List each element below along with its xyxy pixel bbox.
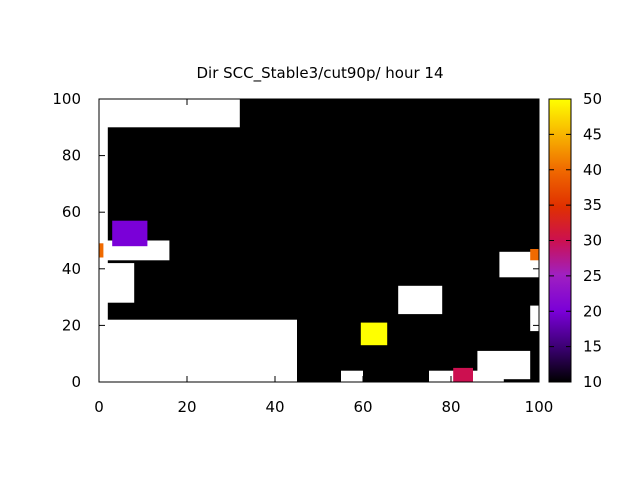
no-data-region [103, 263, 135, 303]
y-tick-label: 100 [52, 90, 81, 108]
heatmap-cells [99, 99, 539, 382]
value-region [99, 243, 104, 258]
y-tick-label: 20 [62, 316, 81, 334]
value-region [360, 322, 388, 346]
colorbar-tick-label: 10 [583, 373, 602, 391]
no-data-region [103, 319, 298, 382]
plot-frame [98, 98, 540, 383]
x-tick-label: 100 [525, 398, 554, 416]
chart-title: Dir SCC_Stable3/cut90p/ hour 14 [196, 64, 443, 83]
y-tick-label: 0 [71, 373, 81, 391]
plot-area [98, 98, 540, 383]
y-axis: 0 20 40 60 80 100 [52, 90, 539, 391]
value-region [112, 220, 148, 247]
no-data-region [530, 305, 539, 332]
value-region [453, 367, 473, 382]
colorbar-tick-label: 35 [583, 196, 602, 214]
value-region [530, 249, 539, 261]
colorbar-tick-label: 45 [583, 125, 602, 143]
colorbar-tick-label: 15 [583, 338, 602, 356]
x-tick-label: 20 [177, 398, 196, 416]
x-tick-label: 40 [265, 398, 284, 416]
colorbar-ticks: 10 15 20 25 30 35 40 45 50 [549, 90, 602, 391]
colorbar-tick-label: 50 [583, 90, 602, 108]
y-tick-label: 80 [62, 147, 81, 165]
colorbar-tick-label: 30 [583, 232, 602, 250]
no-data-region [398, 285, 443, 315]
x-tick-label: 80 [441, 398, 460, 416]
no-data-region [103, 99, 240, 128]
no-data-region [477, 350, 531, 380]
colorbar-tick-label: 40 [583, 161, 602, 179]
colorbar-tick-label: 20 [583, 302, 602, 320]
colorbar-tick-label: 25 [583, 267, 602, 285]
y-tick-label: 60 [62, 203, 81, 221]
colorbar: 10 15 20 25 30 35 40 45 50 [548, 90, 602, 391]
no-data-region [341, 370, 363, 382]
x-tick-label: 0 [94, 398, 104, 416]
x-tick-label: 60 [353, 398, 372, 416]
y-tick-label: 40 [62, 260, 81, 278]
x-axis: 0 20 40 60 80 100 [94, 99, 553, 416]
